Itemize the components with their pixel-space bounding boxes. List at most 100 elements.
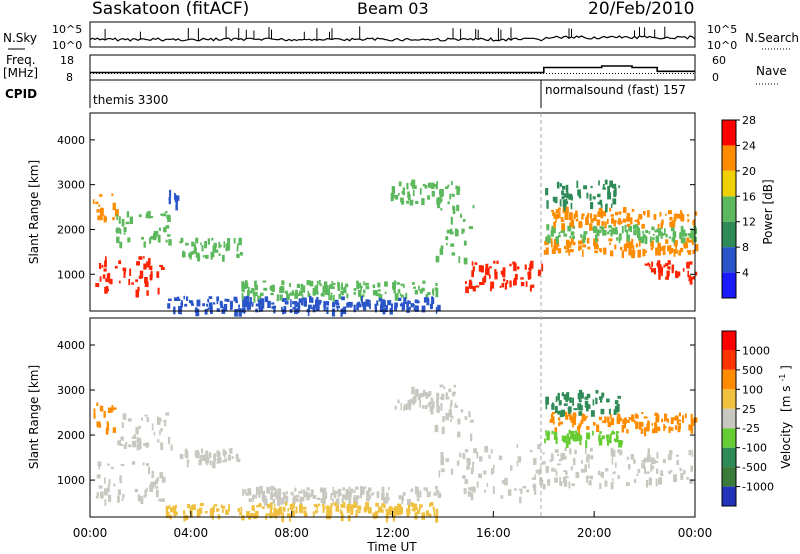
range-cell <box>593 226 598 233</box>
range-cell <box>213 453 216 461</box>
range-cell <box>183 295 185 300</box>
range-cell <box>318 300 322 303</box>
nsky-panel: N.Sky 10^5 10^0 10^5 10^0 N.Search <box>3 21 799 52</box>
range-cell <box>584 447 587 455</box>
range-cell <box>134 488 138 493</box>
range-cell <box>659 264 662 268</box>
range-cell <box>490 281 495 289</box>
range-cell <box>445 396 450 400</box>
range-cell <box>314 291 319 295</box>
range-cell <box>658 231 661 236</box>
range-cell <box>601 435 605 440</box>
range-cell <box>672 236 675 244</box>
range-cell <box>394 293 399 301</box>
range-cell <box>472 205 475 209</box>
colorbar-swatch <box>722 170 736 197</box>
range-cell <box>282 496 285 505</box>
range-cell <box>295 289 298 296</box>
range-cell <box>315 509 317 514</box>
nsky-left-tick-top: 10^5 <box>52 23 82 36</box>
range-cell <box>562 185 566 190</box>
range-cell <box>114 209 119 217</box>
range-cell <box>598 434 601 442</box>
range-cell <box>119 241 123 249</box>
range-cell <box>618 185 621 189</box>
range-cell <box>344 283 349 288</box>
range-cell <box>417 495 420 498</box>
range-cell <box>351 488 354 494</box>
range-cell <box>99 276 102 282</box>
range-cell <box>490 449 493 454</box>
range-cell <box>401 190 405 195</box>
range-cell <box>676 213 680 219</box>
range-cell <box>247 488 251 493</box>
range-cell <box>387 300 392 306</box>
range-cell <box>202 255 205 258</box>
range-cell <box>380 298 383 303</box>
range-cell <box>563 193 567 198</box>
range-cell <box>339 509 342 514</box>
range-cell <box>600 398 603 403</box>
range-cell <box>478 473 482 479</box>
range-cell <box>581 413 584 421</box>
range-cell <box>633 459 636 464</box>
range-cell <box>196 299 201 307</box>
range-cell <box>445 236 449 241</box>
range-cell <box>224 458 227 462</box>
range-cell <box>431 297 435 304</box>
range-cell <box>170 507 174 513</box>
range-cell <box>638 236 641 241</box>
range-cell <box>146 417 150 422</box>
range-cell <box>456 204 460 212</box>
range-cell <box>112 217 115 221</box>
range-cell <box>119 228 122 235</box>
range-cell <box>366 490 370 498</box>
range-cell <box>263 287 268 291</box>
range-cell <box>204 511 208 514</box>
range-cell <box>553 431 558 440</box>
range-cell <box>561 196 565 200</box>
range-cell <box>606 416 610 423</box>
range-cell <box>599 226 604 230</box>
range-cell <box>644 250 648 253</box>
range-cell <box>123 268 126 274</box>
colorbar-tick-label: 1000 <box>742 344 770 357</box>
range-cell <box>587 475 590 479</box>
range-cell <box>468 226 472 229</box>
range-cell <box>437 492 442 499</box>
range-cell <box>684 413 687 419</box>
range-cell <box>125 442 128 445</box>
range-cell <box>267 503 270 509</box>
range-cell <box>219 300 223 306</box>
range-cell <box>138 214 142 218</box>
range-cell <box>457 418 461 425</box>
range-cell <box>403 297 407 305</box>
range-cell <box>237 508 240 512</box>
range-cell <box>659 212 662 217</box>
range-cell <box>337 494 340 498</box>
range-cell <box>333 490 337 498</box>
range-cell <box>426 298 430 306</box>
range-cell <box>370 493 374 496</box>
range-cell <box>375 510 379 519</box>
range-cell <box>440 457 445 465</box>
range-cell <box>164 422 167 427</box>
range-cell <box>668 266 671 270</box>
range-cell <box>312 495 317 499</box>
range-cell <box>287 513 290 518</box>
range-cell <box>116 236 120 244</box>
range-cell <box>551 248 556 254</box>
range-cell <box>464 479 469 484</box>
range-cell <box>195 237 199 244</box>
range-cell <box>558 234 561 238</box>
colorbar-frame <box>721 119 737 299</box>
range-cell <box>554 477 558 483</box>
range-cell <box>138 275 143 279</box>
velocity-data <box>93 384 698 523</box>
range-cell <box>483 275 487 283</box>
range-cell <box>213 504 218 507</box>
y-tick-label: 1000 <box>57 474 85 487</box>
range-cell <box>199 502 204 507</box>
range-cell <box>143 241 146 248</box>
